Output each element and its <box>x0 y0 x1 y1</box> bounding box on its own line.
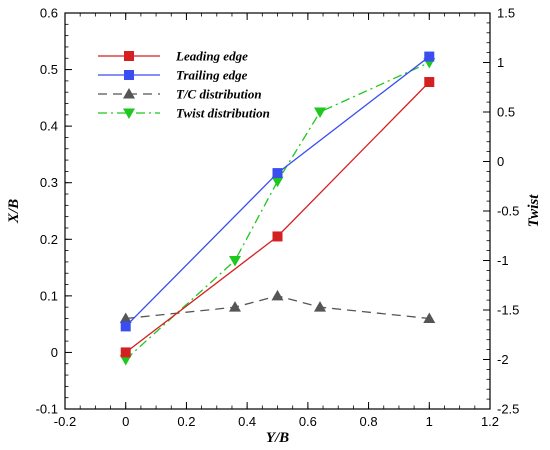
legend-label: Trailing edge <box>176 68 248 83</box>
x-tick-label: 0.4 <box>238 414 256 429</box>
y-tick-label: 0.3 <box>40 175 58 190</box>
y-tick-label: 0.4 <box>40 119 58 134</box>
legend-marker <box>123 108 135 119</box>
data-point <box>119 355 132 366</box>
legend-marker <box>123 88 135 99</box>
y2-tick-label: -1 <box>497 253 509 268</box>
x-tick-label: 0.8 <box>360 414 378 429</box>
series-line <box>125 56 430 327</box>
x-tick-label: 1 <box>426 414 433 429</box>
x-tick-label: 0 <box>122 414 129 429</box>
y2-axis-title: Twist <box>526 194 542 228</box>
data-point <box>120 321 131 332</box>
series-trailing-edge <box>120 51 435 332</box>
y-tick-label: 0.5 <box>40 62 58 77</box>
x-axis-title: Y/B <box>266 430 289 446</box>
y2-tick-label: -2 <box>497 352 509 367</box>
y-tick-label: 0 <box>51 345 58 360</box>
x-tick-label: -0.2 <box>54 414 76 429</box>
y2-tick-label: 1 <box>497 55 504 70</box>
axes: -0.2 0 0.2 0.4 0.6 0.8 1 1.2 -0.1 0 0.1 0.2 0.3 0.4 0.… <box>36 6 520 430</box>
data-point <box>314 107 326 118</box>
series-leading-edge <box>120 77 435 358</box>
y2-tick-label: 0.5 <box>497 105 515 120</box>
y-tick-label: -0.1 <box>36 402 58 417</box>
data-point <box>119 312 132 323</box>
legend: Leading edge Trailing edge T/C distributio… <box>98 49 270 121</box>
y-tick-label: 0.6 <box>40 6 58 21</box>
legend-label: Twist distribution <box>176 106 270 121</box>
data-point <box>229 256 241 267</box>
legend-label: T/C distribution <box>176 87 262 102</box>
legend-label: Leading edge <box>175 49 248 64</box>
y2-tick-label: -1.5 <box>497 303 519 318</box>
y2-tick-label: -0.5 <box>497 204 519 219</box>
data-point <box>271 289 284 301</box>
y2-tick-label: 1.5 <box>497 6 515 21</box>
series-layer <box>119 51 436 366</box>
x-tick-label: 0.6 <box>299 414 317 429</box>
legend-entry: T/C distribution <box>98 87 262 102</box>
legend-entry: Trailing edge <box>98 68 248 83</box>
legend-entry: Twist distribution <box>98 106 270 121</box>
data-point <box>272 168 283 179</box>
legend-marker <box>124 70 134 80</box>
series-line <box>125 81 430 353</box>
legend-marker <box>124 51 134 61</box>
data-point <box>424 51 435 62</box>
data-point <box>314 301 326 312</box>
series-line <box>125 61 430 360</box>
y-tick-label: 0.1 <box>40 288 58 303</box>
data-point <box>272 231 283 242</box>
data-point <box>271 176 284 188</box>
legend-entry: Leading edge <box>98 49 248 64</box>
y2-tick-label: -2.5 <box>497 402 519 417</box>
y-tick-label: 0.2 <box>40 232 58 247</box>
x-tick-label: 1.2 <box>481 414 499 429</box>
data-point <box>229 301 241 312</box>
y2-tick-label: 0 <box>497 154 504 169</box>
x-tick-label: 0.2 <box>177 414 195 429</box>
series-t-c-distribution <box>119 289 436 323</box>
series-twist-distribution <box>119 58 436 366</box>
data-point <box>120 347 131 358</box>
data-point <box>424 77 435 88</box>
data-point <box>423 312 436 323</box>
y-axis-title: X/B <box>6 199 22 224</box>
